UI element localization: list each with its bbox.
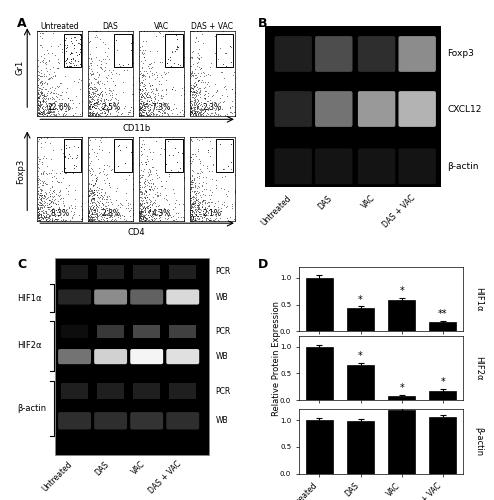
Text: C: C [17,258,26,271]
Text: WB: WB [215,352,228,361]
Text: HIF2α: HIF2α [17,342,41,350]
FancyBboxPatch shape [358,91,395,127]
Text: Relative Protein Expression: Relative Protein Expression [272,302,281,416]
Text: HIF1α: HIF1α [17,294,41,302]
Text: D: D [258,258,269,271]
Text: WB: WB [215,292,228,302]
Text: VAC: VAC [360,194,376,211]
Text: DAS: DAS [316,194,334,212]
Text: CD4: CD4 [128,228,145,236]
FancyBboxPatch shape [315,91,353,127]
Text: β-actin: β-actin [448,162,479,171]
FancyBboxPatch shape [358,148,395,184]
Bar [61,265,88,278]
Bar [61,383,88,399]
Text: VAC: VAC [129,460,147,477]
FancyBboxPatch shape [358,36,395,72]
Text: B: B [258,18,268,30]
Text: CD11b: CD11b [123,124,151,133]
Bar [169,265,196,278]
Bar [61,324,88,338]
FancyBboxPatch shape [315,36,353,72]
Text: WB: WB [215,416,228,426]
FancyBboxPatch shape [399,91,436,127]
FancyBboxPatch shape [130,290,163,304]
FancyBboxPatch shape [94,349,127,364]
Text: Foxp3: Foxp3 [16,158,25,184]
FancyBboxPatch shape [58,412,91,430]
Bar [169,324,196,338]
FancyBboxPatch shape [275,91,312,127]
FancyBboxPatch shape [275,36,312,72]
FancyBboxPatch shape [166,349,199,364]
Bar [265,26,441,187]
Bar [97,324,124,338]
Bar [55,258,208,455]
Bar [97,265,124,278]
FancyBboxPatch shape [94,290,127,304]
FancyBboxPatch shape [399,148,436,184]
Text: Untreated: Untreated [259,194,293,228]
FancyBboxPatch shape [399,36,436,72]
Bar [97,383,124,399]
FancyBboxPatch shape [315,148,353,184]
Text: CXCL12: CXCL12 [448,104,482,114]
Bar [133,265,160,278]
FancyBboxPatch shape [58,349,91,364]
Bar [169,383,196,399]
Text: Untreated: Untreated [41,460,75,494]
FancyBboxPatch shape [166,412,199,430]
FancyBboxPatch shape [58,290,91,304]
Text: DAS: DAS [93,460,111,477]
FancyBboxPatch shape [275,148,312,184]
Text: PCR: PCR [215,327,231,336]
Text: Foxp3: Foxp3 [448,50,475,58]
Text: DAS + VAC: DAS + VAC [147,460,183,496]
Text: β-actin: β-actin [17,404,46,412]
FancyBboxPatch shape [130,412,163,430]
Bar [133,383,160,399]
Text: PCR: PCR [215,268,231,276]
FancyBboxPatch shape [166,290,199,304]
FancyBboxPatch shape [94,412,127,430]
Text: PCR: PCR [215,386,231,396]
Text: Gr1: Gr1 [16,60,25,76]
Text: DAS + VAC: DAS + VAC [381,194,417,230]
Bar [133,324,160,338]
Text: A: A [17,18,27,30]
FancyBboxPatch shape [130,349,163,364]
